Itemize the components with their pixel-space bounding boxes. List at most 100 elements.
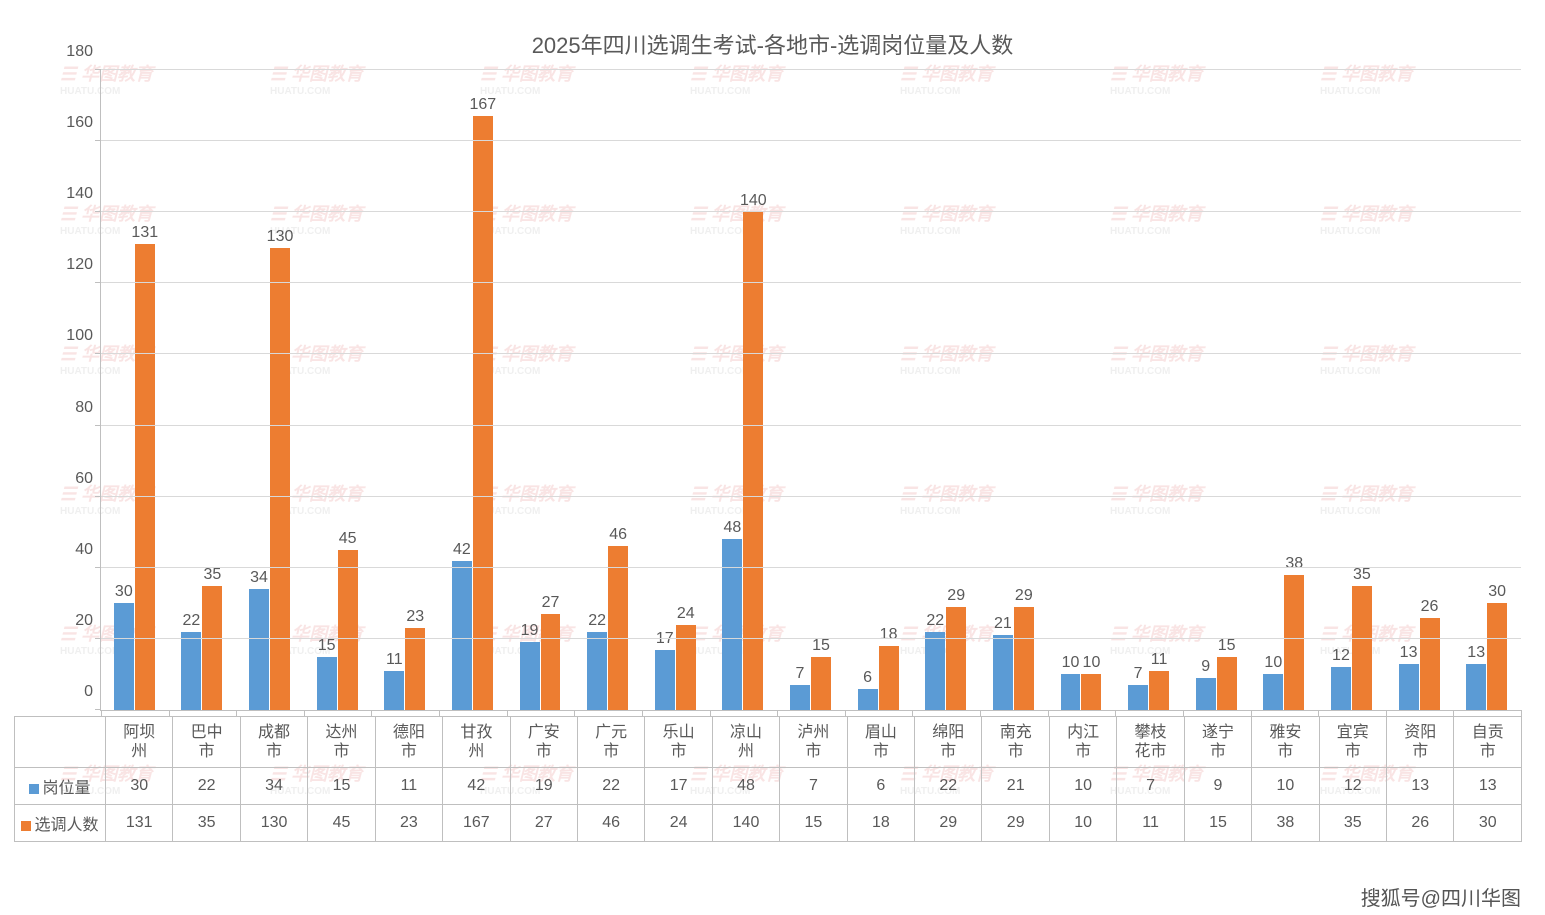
table-value-cell: 10 bbox=[1252, 768, 1319, 805]
table-value-cell: 35 bbox=[173, 805, 240, 842]
legend-label: 选调人数 bbox=[34, 817, 98, 834]
bar-value-label: 167 bbox=[470, 96, 497, 114]
y-tick-label: 0 bbox=[84, 683, 101, 701]
table-value-cell: 130 bbox=[240, 805, 307, 842]
table-value-cell: 21 bbox=[982, 768, 1049, 805]
table-category-cell: 巴中市 bbox=[173, 717, 240, 768]
plot-area: 3013122353413015451123421671927224617244… bbox=[100, 70, 1521, 711]
bar: 30 bbox=[1487, 603, 1507, 710]
bar: 12 bbox=[1331, 667, 1351, 710]
table-value-cell: 10 bbox=[1049, 805, 1116, 842]
bar-value-label: 131 bbox=[131, 224, 158, 242]
bar-value-label: 18 bbox=[880, 626, 898, 644]
table-value-cell: 15 bbox=[1184, 805, 1251, 842]
bar-value-label: 13 bbox=[1467, 644, 1485, 662]
table-category-cell: 广元市 bbox=[577, 717, 644, 768]
table-header-row: 阿坝州巴中市成都市达州市德阳市甘孜州广安市广元市乐山市凉山州泸州市眉山市绵阳市南… bbox=[15, 717, 1522, 768]
y-tick-label: 60 bbox=[75, 470, 101, 488]
y-tick-mark bbox=[95, 425, 101, 426]
y-tick-label: 80 bbox=[75, 399, 101, 417]
table-value-cell: 131 bbox=[106, 805, 173, 842]
table-value-cell: 10 bbox=[1049, 768, 1116, 805]
table-value-cell: 45 bbox=[308, 805, 375, 842]
table-category-cell: 乐山市 bbox=[645, 717, 712, 768]
bar: 13 bbox=[1466, 664, 1486, 710]
chart-title: 2025年四川选调生考试-各地市-选调岗位量及人数 bbox=[0, 28, 1545, 60]
y-tick-mark bbox=[95, 140, 101, 141]
bar: 26 bbox=[1420, 618, 1440, 710]
legend-swatch bbox=[29, 784, 39, 794]
bar-value-label: 42 bbox=[453, 541, 471, 559]
table-value-cell: 13 bbox=[1454, 768, 1522, 805]
table-value-cell: 23 bbox=[375, 805, 442, 842]
bar-value-label: 11 bbox=[1151, 651, 1168, 669]
table-series-row: 选调人数131351304523167274624140151829291011… bbox=[15, 805, 1522, 842]
bar: 7 bbox=[1128, 685, 1148, 710]
bar: 27 bbox=[541, 614, 561, 710]
table-value-cell: 13 bbox=[1387, 768, 1454, 805]
bar: 130 bbox=[270, 248, 290, 710]
bar: 17 bbox=[655, 650, 675, 710]
table-category-cell: 自贡市 bbox=[1454, 717, 1522, 768]
bar: 140 bbox=[743, 212, 763, 710]
y-tick-mark bbox=[95, 69, 101, 70]
table-series-row: 岗位量3022341511421922174876222110791012131… bbox=[15, 768, 1522, 805]
table-value-cell: 46 bbox=[577, 805, 644, 842]
table-value-cell: 22 bbox=[915, 768, 982, 805]
bar: 35 bbox=[1352, 586, 1372, 710]
bar-value-label: 29 bbox=[947, 587, 965, 605]
bar-value-label: 130 bbox=[267, 228, 294, 246]
bar-value-label: 15 bbox=[812, 637, 830, 655]
table-value-cell: 48 bbox=[712, 768, 779, 805]
table-value-cell: 29 bbox=[982, 805, 1049, 842]
bar: 11 bbox=[384, 671, 404, 710]
bar-value-label: 15 bbox=[1218, 637, 1236, 655]
bar: 45 bbox=[338, 550, 358, 710]
y-tick-mark bbox=[95, 496, 101, 497]
table-category-cell: 成都市 bbox=[240, 717, 307, 768]
bar: 10 bbox=[1081, 674, 1101, 710]
table-value-cell: 167 bbox=[443, 805, 510, 842]
y-gridline bbox=[101, 425, 1521, 426]
legend-swatch bbox=[21, 821, 31, 831]
bar: 23 bbox=[405, 628, 425, 710]
table-value-cell: 34 bbox=[240, 768, 307, 805]
bar: 38 bbox=[1284, 575, 1304, 710]
table-value-cell: 12 bbox=[1319, 768, 1386, 805]
y-gridline bbox=[101, 638, 1521, 639]
bar: 22 bbox=[925, 632, 945, 710]
table-value-cell: 11 bbox=[375, 768, 442, 805]
y-tick-label: 100 bbox=[66, 327, 101, 345]
table-value-cell: 6 bbox=[847, 768, 914, 805]
bar-value-label: 6 bbox=[863, 669, 872, 687]
bar-value-label: 21 bbox=[994, 615, 1012, 633]
table-category-cell: 泸州市 bbox=[780, 717, 847, 768]
bar-value-label: 10 bbox=[1264, 654, 1282, 672]
table-category-cell: 南充市 bbox=[982, 717, 1049, 768]
bar-value-label: 10 bbox=[1062, 654, 1080, 672]
table-category-cell: 资阳市 bbox=[1387, 717, 1454, 768]
y-tick-label: 160 bbox=[66, 114, 101, 132]
table-value-cell: 7 bbox=[780, 768, 847, 805]
y-tick-label: 180 bbox=[66, 43, 101, 61]
bar: 22 bbox=[181, 632, 201, 710]
y-gridline bbox=[101, 140, 1521, 141]
y-tick-mark bbox=[95, 638, 101, 639]
bar-value-label: 15 bbox=[318, 637, 336, 655]
bar: 131 bbox=[135, 244, 155, 710]
table-value-cell: 17 bbox=[645, 768, 712, 805]
bar-value-label: 26 bbox=[1421, 598, 1439, 616]
bar-value-label: 23 bbox=[406, 608, 424, 626]
bar-value-label: 30 bbox=[115, 583, 133, 601]
bar-value-label: 35 bbox=[1353, 566, 1371, 584]
bar-value-label: 27 bbox=[542, 594, 560, 612]
table-category-cell: 攀枝花市 bbox=[1117, 717, 1184, 768]
bar-value-label: 22 bbox=[926, 612, 944, 630]
table-value-cell: 26 bbox=[1387, 805, 1454, 842]
attribution-text: 搜狐号@四川华图 bbox=[1361, 882, 1521, 911]
bar: 48 bbox=[722, 539, 742, 710]
bar: 30 bbox=[114, 603, 134, 710]
table-category-cell: 宜宾市 bbox=[1319, 717, 1386, 768]
table-value-cell: 24 bbox=[645, 805, 712, 842]
table-category-cell: 达州市 bbox=[308, 717, 375, 768]
